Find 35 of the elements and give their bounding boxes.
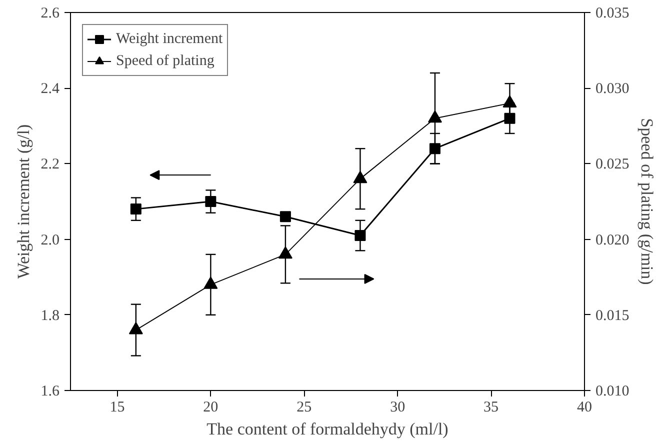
y2-tick-label: 0.015 [596,308,630,324]
point [130,204,142,215]
y-tick-label: 1.6 [40,384,60,400]
y-tick-label: 1.8 [40,308,60,324]
point [278,246,292,259]
x-tick-label: 30 [390,400,406,416]
point [204,276,218,289]
point [354,230,366,242]
legend-label: Weight increment [116,30,223,48]
y-axis-title: Weight increment (g/l) [14,124,33,279]
y-tick-label: 2.0 [40,232,60,248]
y2-axis-title: Speed of plating (g/min) [637,118,656,285]
legend-label: Speed of plating [116,52,214,70]
y2-tick-label: 0.035 [596,6,630,22]
y2-tick-label: 0.030 [596,81,630,98]
point [353,170,368,184]
point [428,110,442,123]
point [128,322,143,334]
y2-tick-label: 0.010 [596,384,630,400]
y-tick-label: 2.2 [40,156,60,173]
x-tick-label: 20 [203,400,218,416]
y2-tick-label: 0.020 [596,232,630,248]
point [502,95,517,108]
y2-tick-label: 0.025 [596,156,630,173]
y-tick-label: 2.6 [40,6,60,22]
point [429,143,440,154]
point [504,112,516,124]
point [280,211,291,222]
y-tick-label: 2.4 [40,81,60,98]
x-tick-label: 25 [296,400,312,416]
x-tick-label: 40 [577,400,592,416]
point [205,196,216,207]
x-axis-title: The content of formaldehydy (ml/l) [206,420,448,438]
x-tick-label: 35 [484,400,499,416]
x-tick-label: 15 [110,400,125,416]
